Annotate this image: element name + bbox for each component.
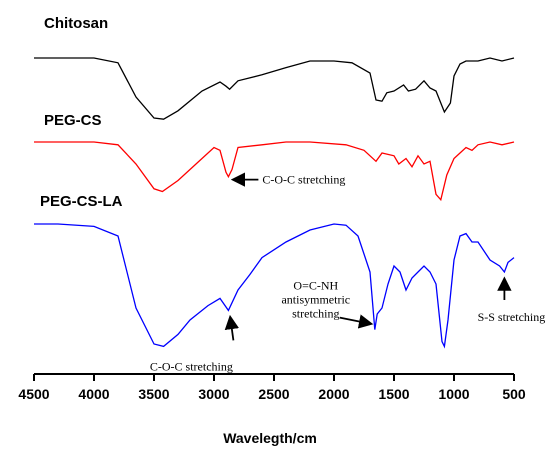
annotation-arrow-ocnh xyxy=(339,314,374,329)
annotation-text-ss: S-S stretching xyxy=(478,310,546,324)
x-tick-label-500: 500 xyxy=(502,386,526,402)
x-tick-label-1000: 1000 xyxy=(438,386,469,402)
x-tick-label-4500: 4500 xyxy=(18,386,49,402)
series-label-peg-cs: PEG-CS xyxy=(44,112,102,129)
annotation-text-ocnh-line3: stretching xyxy=(292,307,339,321)
x-tick-label-3000: 3000 xyxy=(198,386,229,402)
series-line-peg-cs xyxy=(34,141,515,202)
x-ticks: 4500 4000 3500 3000 2500 2000 1500 1000 500 xyxy=(18,374,526,402)
x-tick-label-3500: 3500 xyxy=(138,386,169,402)
series-labels: Chitosan PEG-CS PEG-CS-LA xyxy=(40,15,123,210)
annotation-text-coc-pegcsla: C-O-C stretching xyxy=(150,359,233,373)
series-label-peg-cs-la: PEG-CS-LA xyxy=(40,193,123,210)
annotation-arrow-coc-pegcsla xyxy=(224,314,239,341)
series-line-chitosan xyxy=(34,57,515,120)
annotations: C-O-C stretching C-O-C stretching O=C-NHan… xyxy=(150,172,546,373)
series-group xyxy=(34,57,515,349)
annotation-text-ocnh-line2: antisymmetric xyxy=(281,293,350,307)
x-axis-title: Wavelegth/cm xyxy=(223,430,317,446)
series-line-peg-cs-la xyxy=(34,223,515,349)
x-tick-label-4000: 4000 xyxy=(78,386,109,402)
x-axis: 4500 4000 3500 3000 2500 2000 1500 1000 500 Wave… xyxy=(18,373,526,446)
annotation-text-coc-pegcs: C-O-C stretching xyxy=(262,173,345,187)
x-tick-label-2000: 2000 xyxy=(318,386,349,402)
annotation-text-ocnh-line1: O=C-NH xyxy=(293,279,338,293)
x-tick-label-1500: 1500 xyxy=(378,386,409,402)
series-label-chitosan: Chitosan xyxy=(44,15,108,32)
x-tick-label-2500: 2500 xyxy=(258,386,289,402)
